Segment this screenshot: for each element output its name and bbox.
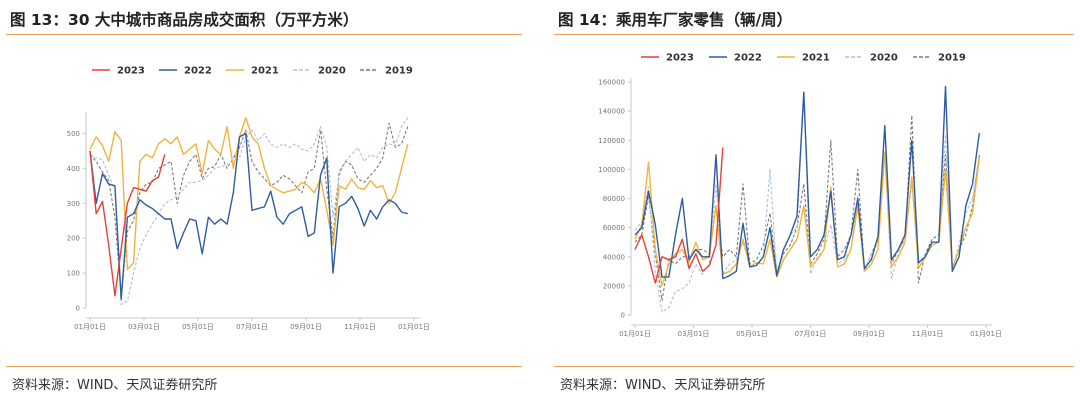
- y-tick-label: 160000: [598, 79, 625, 87]
- legend-label-2021: 2021: [802, 53, 830, 64]
- x-tick-label: 01月01日: [619, 330, 651, 338]
- series-line-2021: [634, 151, 980, 287]
- y-tick-label: 300: [67, 200, 80, 208]
- legend-label-2022: 2022: [184, 66, 212, 77]
- series-line-2022: [634, 85, 980, 280]
- legend-label-2020: 2020: [870, 53, 898, 64]
- legend-label-2019: 2019: [938, 53, 966, 64]
- y-tick-label: 120000: [598, 137, 625, 145]
- x-tick-label: 01月01日: [74, 323, 106, 331]
- legend-label-2023: 2023: [117, 66, 145, 77]
- x-tick-label: 03月01日: [678, 330, 710, 338]
- x-tick-label: 01月01日: [398, 323, 430, 331]
- left-line-chart: 2023 2022 2021 2020 2019 0 100 200 300 400 500 01月0…: [67, 66, 430, 332]
- y-tick-label: 20000: [603, 282, 625, 290]
- left-title-rule: [6, 34, 522, 35]
- chart-legend: 2023 2022 2021 2020 2019: [641, 53, 966, 64]
- legend-label-2021: 2021: [251, 66, 279, 77]
- y-tick-label: 100000: [598, 166, 625, 174]
- y-tick-label: 0: [76, 305, 80, 313]
- x-tick-label: 11月01日: [912, 330, 944, 338]
- series-line-2021: [89, 116, 409, 271]
- x-tick-label: 07月01日: [236, 323, 268, 331]
- series-line-2023: [634, 147, 724, 284]
- right-source-rule: [554, 366, 1074, 367]
- x-tick-label: 05月01日: [182, 323, 214, 331]
- legend-label-2023: 2023: [666, 53, 694, 64]
- left-source-note: 资料来源：WIND、天风证券研究所: [12, 378, 218, 393]
- left-source-rule: [6, 366, 522, 367]
- y-tick-label: 140000: [598, 108, 625, 116]
- y-tick-label: 80000: [603, 195, 625, 203]
- legend-label-2022: 2022: [734, 53, 762, 64]
- x-tick-label: 09月01日: [853, 330, 885, 338]
- y-tick-label: 400: [67, 165, 80, 173]
- right-figure-title: 图 14：乘用车厂家零售（辆/周）: [558, 11, 793, 29]
- x-tick-label: 09月01日: [290, 323, 322, 331]
- y-tick-label: 60000: [603, 224, 625, 232]
- y-tick-label: 500: [67, 130, 80, 138]
- x-tick-label: 03月01日: [128, 323, 160, 331]
- legend-label-2019: 2019: [385, 66, 413, 77]
- x-tick-label: 07月01日: [795, 330, 827, 338]
- chart-legend: 2023 2022 2021 2020 2019: [92, 66, 413, 77]
- legend-label-2020: 2020: [318, 66, 346, 77]
- series-line-2022: [89, 132, 408, 300]
- y-tick-label: 0: [621, 312, 625, 320]
- series-line-2020: [634, 93, 980, 313]
- series-line-2020: [89, 117, 409, 306]
- series-line-2019: [634, 114, 980, 301]
- series-line-2023: [89, 150, 166, 297]
- left-figure-panel: 图 13：30 大中城市商品房成交面积（万平方米） 2023 2022 2021 20…: [0, 0, 528, 406]
- x-tick-label: 11月01日: [344, 323, 376, 331]
- y-tick-label: 40000: [603, 253, 625, 261]
- right-source-note: 资料来源：WIND、天风证券研究所: [560, 378, 766, 393]
- right-line-chart: 2023 2022 2021 2020 2019 0 20000 40000 60000 8000…: [598, 53, 1002, 339]
- left-figure-title: 图 13：30 大中城市商品房成交面积（万平方米）: [10, 11, 359, 29]
- x-tick-label: 05月01日: [736, 330, 768, 338]
- series-line-2019: [89, 122, 409, 299]
- right-title-rule: [554, 34, 1074, 35]
- right-figure-panel: 图 14：乘用车厂家零售（辆/周） 2023 2022 2021 2020 2019 0 2…: [548, 0, 1080, 406]
- x-tick-label: 01月01日: [970, 330, 1002, 338]
- y-tick-label: 200: [67, 235, 80, 243]
- y-tick-label: 100: [67, 270, 80, 278]
